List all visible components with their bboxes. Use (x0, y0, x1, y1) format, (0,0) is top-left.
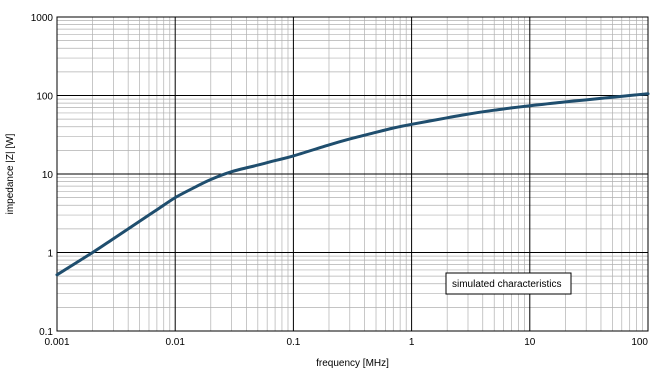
x-tick-label: 10 (524, 337, 536, 348)
legend: simulated characteristics (445, 272, 572, 295)
x-axis-label: frequency [MHz] (316, 358, 389, 369)
plot-frame (56, 16, 649, 332)
x-tick-label: 100 (631, 337, 648, 348)
y-tick-labels: 0.1 1 10 100 1000 (31, 13, 54, 338)
y-axis-label: impedance |Z| [W] (5, 133, 16, 214)
y-tick-label: 1000 (31, 13, 54, 24)
legend-label: simulated characteristics (452, 279, 561, 290)
y-tick-label: 0.1 (39, 327, 53, 338)
x-tick-labels: 0.001 0.01 0.1 1 10 100 (44, 337, 648, 348)
y-tick-label: 10 (42, 170, 54, 181)
x-tick-label: 1 (409, 337, 415, 348)
y-tick-label: 100 (36, 92, 53, 103)
x-tick-label: 0.1 (286, 337, 300, 348)
legend-frame (445, 272, 572, 295)
y-tick-label: 1 (47, 249, 53, 260)
x-tick-label: 0.01 (165, 337, 185, 348)
series-line-simulated (55, 92, 650, 277)
x-tick-label: 0.001 (44, 337, 69, 348)
